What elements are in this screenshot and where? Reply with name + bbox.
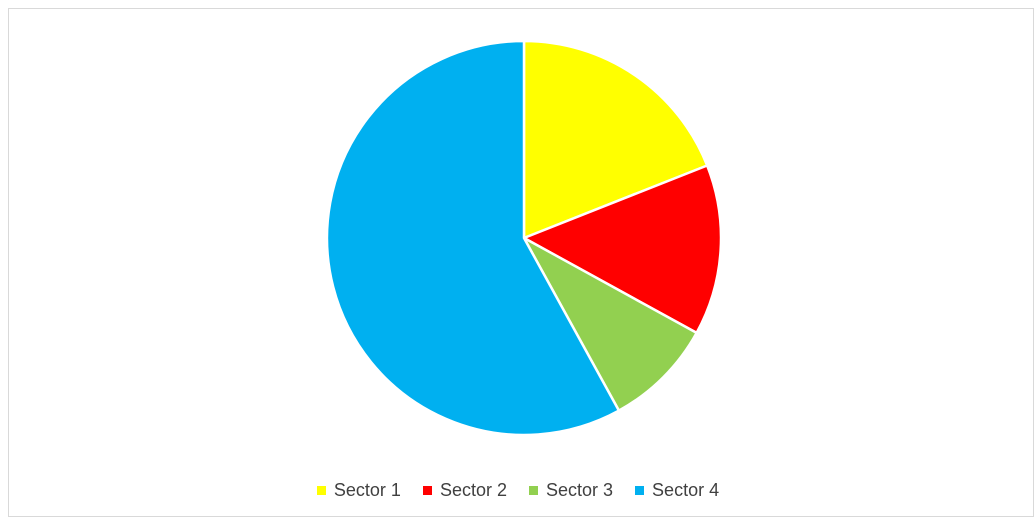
pie-slice-2 [522, 164, 723, 335]
legend-item-sector-4: Sector 4 [635, 480, 719, 501]
legend-swatch [422, 486, 432, 495]
legend: Sector 1 Sector 2 Sector 3 Sector 4 [0, 480, 1036, 501]
pie-slice-1 [522, 39, 709, 240]
legend-swatch [529, 486, 538, 495]
legend-swatch [316, 486, 326, 495]
legend-item-sector-1: Sector 1 [316, 480, 401, 501]
legend-item-sector-2: Sector 2 [422, 480, 507, 501]
legend-label: Sector 3 [546, 480, 614, 500]
legend-item-sector-3: Sector 3 [529, 480, 613, 501]
legend-label: Sector 1 [333, 480, 401, 500]
legend-swatch [635, 486, 645, 495]
legend-label: Sector 4 [652, 480, 720, 500]
legend-label: Sector 2 [439, 480, 507, 500]
pie-slice-4 [325, 39, 621, 437]
pie-slice-3 [522, 236, 698, 412]
